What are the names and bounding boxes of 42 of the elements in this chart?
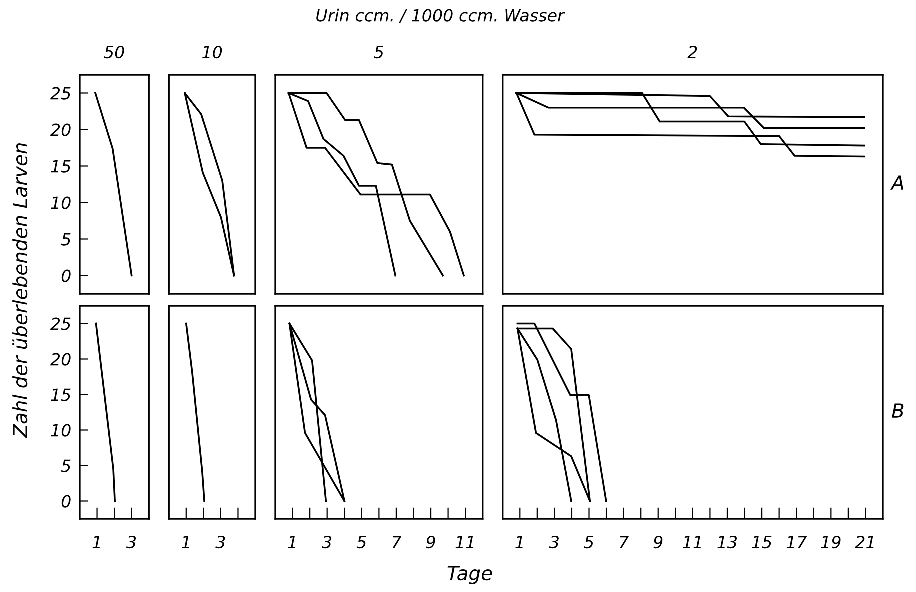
x-tick-label: 9 <box>654 536 663 549</box>
y-tick-label: 15 <box>51 388 71 402</box>
chart-title: Urin ccm. / 1000 ccm. Wasser <box>316 8 566 24</box>
x-tick-label: 19 <box>821 536 841 549</box>
y-tick-label: 25 <box>50 318 71 330</box>
x-axis-title: Tage <box>448 566 492 584</box>
text: B <box>892 404 904 418</box>
x-tick-label: 3 <box>126 536 136 549</box>
chart-subtitle: 2 <box>688 46 698 58</box>
x-tick-label: 9 <box>426 536 436 549</box>
y-tick-label: 15 <box>51 160 71 173</box>
text: A <box>890 176 904 190</box>
x-tick-label: 11 <box>456 536 474 548</box>
y-tick-label: 0 <box>62 270 71 282</box>
x-tick-label: 7 <box>620 536 629 548</box>
x-tick-label: 13 <box>718 536 738 549</box>
x-tick-label: 15 <box>752 536 772 549</box>
x-tick-label: 3 <box>549 536 559 549</box>
x-tick-label: 7 <box>392 536 402 548</box>
y-tick-label: 0 <box>62 495 71 508</box>
y-tick-label: 10 <box>51 424 71 437</box>
x-tick-label: 21 <box>855 536 874 548</box>
y-tick-label: 25 <box>50 87 71 100</box>
x-tick-label: 5 <box>584 536 594 549</box>
x-tick-label: 11 <box>683 536 702 548</box>
y-tick-label: 5 <box>61 233 71 246</box>
y-tick-label: 20 <box>50 124 71 136</box>
x-tick-label: 1 <box>92 536 100 548</box>
chart-subtitle: 5 <box>374 46 384 59</box>
x-tick-label: 3 <box>322 536 332 549</box>
x-tick-label: 1 <box>182 536 190 548</box>
x-tick-label: 17 <box>786 536 808 548</box>
y-tick-label: 10 <box>51 196 71 210</box>
y-tick-label: 20 <box>50 353 71 366</box>
x-tick-label: 1 <box>516 536 523 548</box>
y-axis-title: Zahl der überlebenden Larven <box>12 144 28 438</box>
y-tick-label: 5 <box>61 460 71 472</box>
chart-subtitle: 10 <box>202 46 222 59</box>
x-tick-label: 1 <box>288 536 296 548</box>
chart-subtitle: 50 <box>104 46 124 59</box>
x-tick-label: 5 <box>356 536 366 549</box>
x-tick-label: 3 <box>216 536 226 549</box>
